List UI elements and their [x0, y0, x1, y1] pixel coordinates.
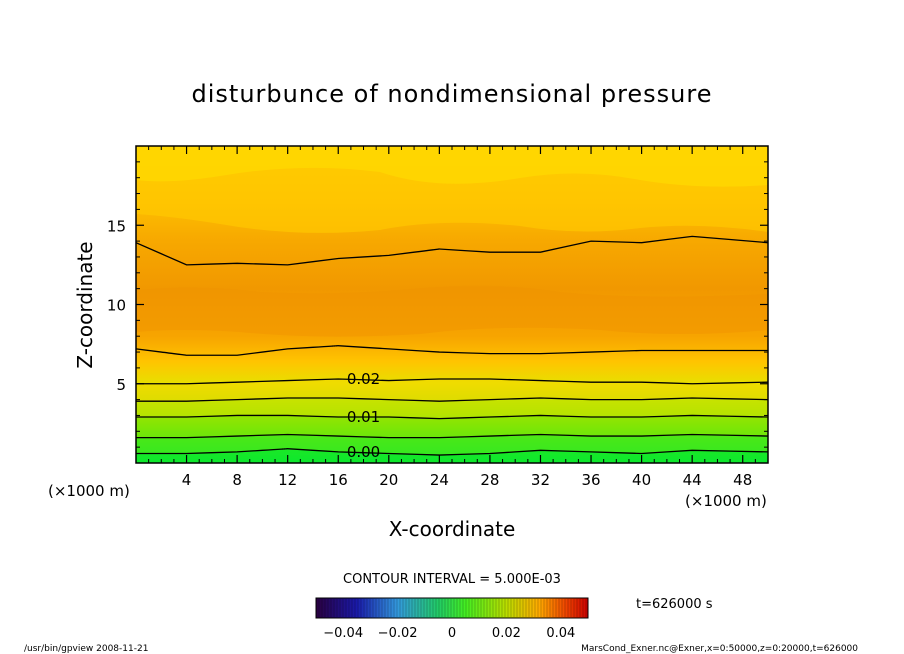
contour-band: [136, 398, 768, 419]
x-tick-label: 16: [329, 471, 348, 489]
x-tick-label: 8: [232, 471, 242, 489]
x-axis-label: X-coordinate: [389, 517, 516, 541]
x-tick-label: 28: [480, 471, 499, 489]
colorbar-tick-label: 0: [448, 626, 456, 641]
time-label: t=626000 s: [636, 597, 713, 612]
colorbar-tick-label: −0.02: [378, 626, 418, 641]
x-axis-ticks: 4 8 12 16 20 24 28 32 36 40 44 48: [148, 146, 756, 489]
contour-band: [136, 448, 768, 463]
contour-fill: [136, 146, 768, 463]
x-tick-label: 40: [632, 471, 651, 489]
x-tick-label: 20: [379, 471, 398, 489]
y-tick-label: 15: [107, 217, 126, 235]
top-yellow-band: [136, 146, 768, 187]
y-tick-label: 10: [107, 297, 126, 315]
contour-line: [136, 397, 768, 402]
colorbar-tick-label: 0.04: [546, 626, 575, 641]
contour-line: [136, 414, 768, 420]
contour-label: 0.00: [347, 443, 380, 461]
core-orange-band: [136, 285, 768, 337]
contour-labels: 0.02 0.01 0.00: [347, 370, 380, 461]
x-tick-label: 36: [581, 471, 600, 489]
contour-line: [136, 378, 768, 385]
x-tick-label: 12: [278, 471, 297, 489]
y-unit-label: (×1000 m): [48, 482, 130, 500]
x-unit-label: (×1000 m): [685, 492, 767, 510]
contour-label: 0.01: [347, 408, 380, 426]
contour-interval: CONTOUR INTERVAL = 5.000E-03: [343, 572, 561, 587]
contour-label: 0.02: [347, 370, 380, 388]
y-axis-label: Z-coordinate: [73, 241, 97, 368]
colorbar: [315, 597, 589, 619]
contour-line: [136, 345, 768, 356]
x-tick-label: 4: [182, 471, 192, 489]
x-tick-label: 44: [683, 471, 702, 489]
footer-left: /usr/bin/gpview 2008-11-21: [24, 644, 148, 654]
x-tick-label: 32: [531, 471, 550, 489]
x-tick-label: 24: [430, 471, 449, 489]
colorbar-tick-label: 0.02: [492, 626, 521, 641]
colorbar-tick-label: −0.04: [323, 626, 363, 641]
chart-title: disturbunce of nondimensional pressure: [192, 80, 713, 108]
contour-band: [136, 434, 768, 456]
y-tick-label: 5: [116, 376, 126, 394]
y-axis-ticks: 5 10 15: [107, 161, 768, 448]
contour-band: [136, 415, 768, 438]
contour-line: [136, 235, 768, 266]
contour-band: [136, 378, 768, 402]
contour-line: [136, 433, 768, 439]
x-tick-label: 48: [733, 471, 752, 489]
colorbar-labels: −0.04 −0.02 0 0.02 0.04: [323, 626, 575, 641]
footer-right: MarsCond_Exner.nc@Exner,x=0:50000,z=0:20…: [581, 644, 858, 654]
colorbar-stripes: [318, 599, 587, 617]
